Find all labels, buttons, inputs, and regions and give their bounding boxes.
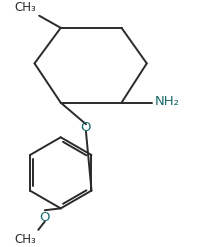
Text: CH₃: CH₃ xyxy=(15,233,36,246)
Text: CH₃: CH₃ xyxy=(15,1,36,14)
Text: NH₂: NH₂ xyxy=(155,95,180,108)
Text: O: O xyxy=(40,211,50,224)
Text: O: O xyxy=(81,122,91,134)
